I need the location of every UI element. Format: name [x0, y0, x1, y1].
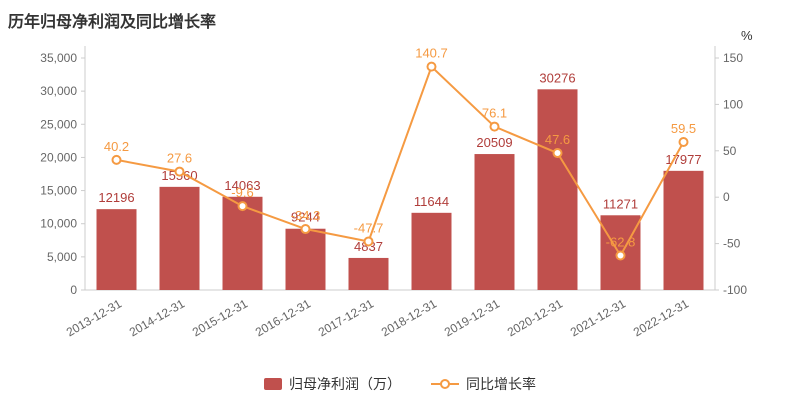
line-value-label: 40.2	[104, 139, 129, 154]
x-axis-category-label: 2020-12-31	[505, 296, 565, 339]
line-point[interactable]	[552, 148, 563, 159]
bar[interactable]	[411, 212, 452, 290]
bar[interactable]	[663, 170, 704, 290]
right-axis-unit-label: %	[741, 28, 753, 43]
bar[interactable]	[537, 89, 578, 290]
line-value-label: -34.3	[291, 208, 321, 223]
line-point[interactable]	[237, 201, 248, 212]
bar[interactable]	[474, 154, 515, 290]
x-axis-category-label: 2014-12-31	[127, 296, 187, 339]
right-axis-tick-label: 150	[723, 51, 743, 65]
line-point[interactable]	[174, 166, 185, 177]
x-axis-category-label: 2021-12-31	[568, 296, 628, 339]
line-point[interactable]	[678, 136, 689, 147]
line-point[interactable]	[426, 61, 437, 72]
x-axis-category-label: 2016-12-31	[253, 296, 313, 339]
legend-item-growth-rate[interactable]: 同比增长率	[431, 374, 536, 394]
line-value-label: -9.6	[231, 185, 253, 200]
x-axis-category-label: 2015-12-31	[190, 296, 250, 339]
x-axis-category-label: 2022-12-31	[631, 296, 691, 339]
left-axis-tick-label: 15,000	[40, 184, 77, 198]
legend-item-net-profit[interactable]: 归母净利润（万）	[264, 374, 401, 394]
legend-label-growth-rate: 同比增长率	[466, 376, 536, 392]
left-axis-tick-label: 35,000	[40, 51, 77, 65]
legend: 归母净利润（万） 同比增长率	[0, 374, 800, 394]
bar-value-label: 12196	[98, 190, 134, 205]
line-point[interactable]	[615, 250, 626, 261]
line-point[interactable]	[111, 154, 122, 165]
bar-value-label: 30276	[539, 70, 575, 85]
right-axis-tick-label: 100	[723, 97, 743, 111]
left-axis-tick-label: 20,000	[40, 150, 77, 164]
bar[interactable]	[348, 257, 389, 290]
bar-value-label: 20509	[476, 135, 512, 150]
left-axis-tick-label: 10,000	[40, 217, 77, 231]
line-point[interactable]	[489, 121, 500, 132]
legend-label-net-profit: 归母净利润（万）	[289, 376, 401, 392]
line-value-label: 27.6	[167, 151, 192, 166]
bar-value-label: 9244	[291, 210, 320, 225]
line-point[interactable]	[363, 236, 374, 247]
right-axis-tick-label: -100	[723, 283, 747, 297]
x-axis-category-label: 2019-12-31	[442, 296, 502, 339]
left-axis-tick-label: 0	[70, 283, 77, 297]
bar[interactable]	[222, 196, 263, 290]
bar-value-label: 11644	[414, 194, 449, 209]
line-value-label: -62.8	[606, 234, 636, 249]
left-axis-tick-label: 30,000	[40, 84, 77, 98]
right-axis-tick-label: -50	[723, 237, 741, 251]
line-value-label: -47.7	[354, 220, 384, 235]
line-point[interactable]	[300, 224, 311, 235]
x-axis-category-label: 2018-12-31	[379, 296, 439, 339]
bar-value-label: 14063	[224, 178, 260, 193]
growth-line	[116, 64, 685, 258]
x-axis-category-label: 2013-12-31	[64, 296, 124, 339]
right-axis-tick-label: 50	[723, 144, 737, 158]
line-value-label: 76.1	[482, 106, 507, 121]
line-series-marker-icon	[431, 379, 459, 389]
line-value-label: 47.6	[545, 132, 570, 147]
bar[interactable]	[285, 228, 326, 290]
x-axis-category-label: 2017-12-31	[316, 296, 376, 339]
line-value-label: 59.5	[671, 121, 696, 136]
left-axis-tick-label: 25,000	[40, 117, 77, 131]
line-value-label: 140.7	[415, 46, 448, 61]
left-axis-tick-label: 5,000	[47, 250, 77, 264]
bar-series-marker-icon	[264, 378, 282, 390]
chart-title: 历年归母净利润及同比增长率	[8, 14, 217, 31]
bar-value-label: 17977	[665, 152, 701, 167]
bar[interactable]	[96, 209, 137, 290]
bar[interactable]	[159, 186, 200, 290]
bar-value-label: 11271	[603, 196, 638, 211]
right-axis-tick-label: 0	[723, 190, 730, 204]
